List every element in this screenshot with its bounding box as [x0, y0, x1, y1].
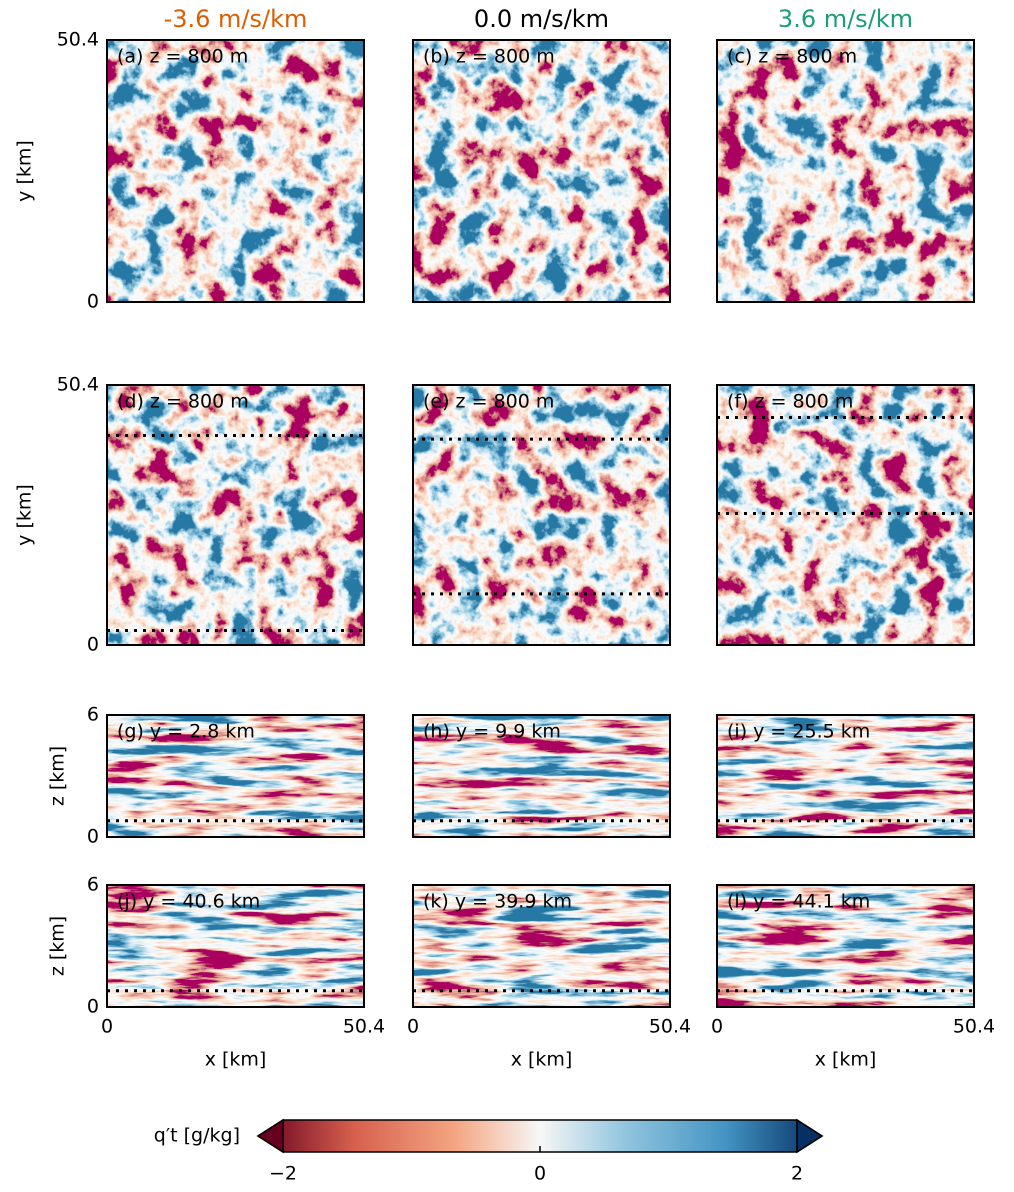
panel-label: (h) y = 9.9 km — [423, 721, 561, 743]
column-title: -3.6 m/s/km — [164, 5, 308, 33]
panel-label: (d) z = 800 m — [117, 391, 249, 413]
panel-label: (j) y = 40.6 km — [117, 891, 260, 913]
colorbar-tick-label: −2 — [269, 1163, 297, 1185]
field-image — [717, 385, 974, 645]
y-tick-label: 6 — [87, 704, 99, 726]
panel-frame — [716, 384, 975, 646]
panel-label: (a) z = 800 m — [117, 46, 248, 68]
colorbar-extend-high — [796, 1118, 824, 1154]
panel-frame — [106, 884, 365, 1008]
y-axis-label: y [km] — [14, 140, 36, 202]
column-title: 3.6 m/s/km — [778, 5, 913, 33]
y-tick-label: 0 — [87, 634, 99, 656]
colorbar-label: q′t [g/kg] — [154, 1125, 240, 1147]
panel-frame — [412, 39, 671, 303]
panel-frame — [716, 39, 975, 303]
x-tick-label: 0 — [407, 1016, 419, 1038]
column-title: 0.0 m/s/km — [474, 5, 609, 33]
panel-label: (f) z = 800 m — [727, 391, 853, 413]
y-tick-label: 0 — [87, 996, 99, 1018]
x-tick-label: 0 — [711, 1016, 723, 1038]
y-tick-label: 50.4 — [57, 374, 99, 396]
field-image — [107, 385, 364, 645]
y-axis-label: z [km] — [47, 916, 69, 976]
field-image — [413, 885, 670, 1007]
panel-frame — [412, 714, 671, 838]
panel-frame — [106, 384, 365, 646]
panel-frame — [106, 39, 365, 303]
y-axis-label: y [km] — [14, 484, 36, 546]
field-image — [107, 40, 364, 302]
y-tick-label: 0 — [87, 826, 99, 848]
y-tick-label: 0 — [87, 291, 99, 313]
x-axis-label: x [km] — [815, 1049, 877, 1071]
panel-label: (g) y = 2.8 km — [117, 721, 255, 743]
panel-label: (l) y = 44.1 km — [727, 891, 870, 913]
field-image — [107, 715, 364, 837]
panel-label: (i) y = 25.5 km — [727, 721, 870, 743]
x-tick-label: 50.4 — [649, 1016, 691, 1038]
panel-frame — [412, 884, 671, 1008]
colorbar-tick-label: 2 — [791, 1163, 803, 1185]
field-image — [413, 40, 670, 302]
y-axis-label: z [km] — [47, 746, 69, 806]
x-tick-label: 50.4 — [953, 1016, 995, 1038]
field-image — [717, 40, 974, 302]
field-image — [717, 885, 974, 1007]
panel-frame — [716, 714, 975, 838]
panel-label: (e) z = 800 m — [423, 391, 554, 413]
y-tick-label: 6 — [87, 874, 99, 896]
field-image — [107, 885, 364, 1007]
colorbar-tick-label: 0 — [534, 1163, 546, 1185]
field-image — [413, 385, 670, 645]
x-tick-label: 0 — [101, 1016, 113, 1038]
field-image — [717, 715, 974, 837]
x-axis-label: x [km] — [511, 1049, 573, 1071]
y-tick-label: 50.4 — [57, 29, 99, 51]
x-tick-label: 50.4 — [343, 1016, 385, 1038]
panel-label: (k) y = 39.9 km — [423, 891, 572, 913]
panel-frame — [106, 714, 365, 838]
colorbar-extend-low — [256, 1118, 284, 1154]
panel-frame — [716, 884, 975, 1008]
field-image — [413, 715, 670, 837]
panel-label: (c) z = 800 m — [727, 46, 857, 68]
panel-label: (b) z = 800 m — [423, 46, 555, 68]
x-axis-label: x [km] — [205, 1049, 267, 1071]
panel-frame — [412, 384, 671, 646]
